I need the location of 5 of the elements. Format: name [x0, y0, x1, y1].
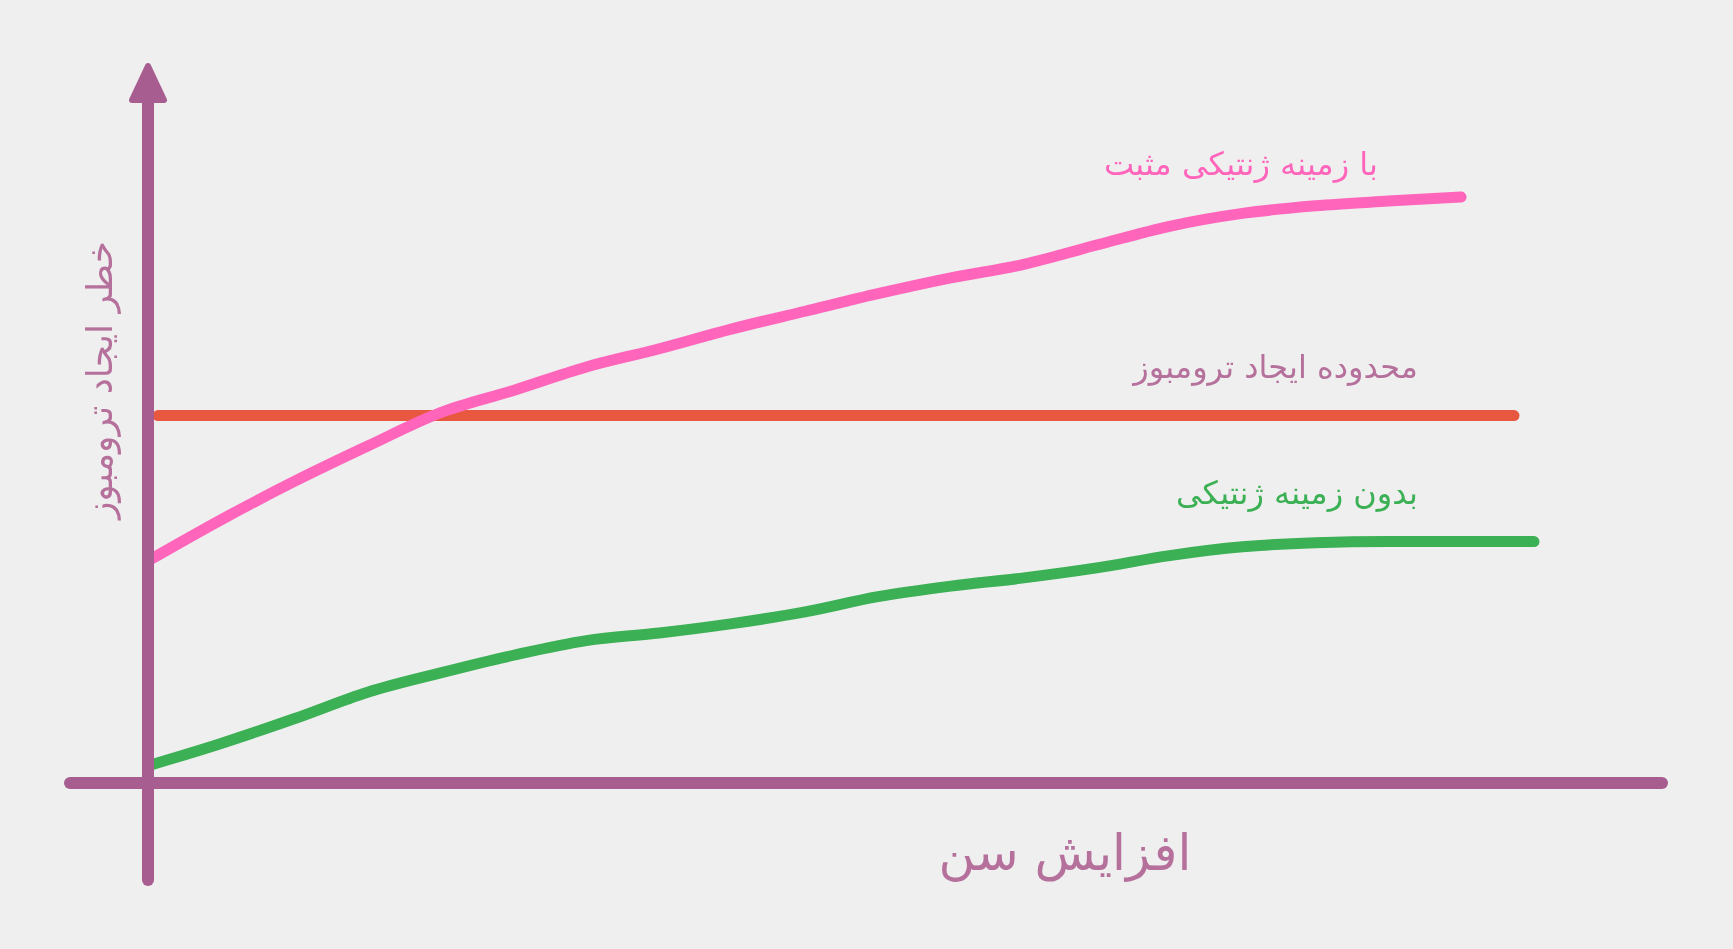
y-axis-title: خطر ایجاد ترومبوز	[79, 240, 121, 522]
series-label: با زمینه ژنتیکی مثبت	[1103, 145, 1378, 183]
series-label: بدون زمینه ژنتیکی	[1175, 473, 1418, 512]
x-axis-title: افزایش سن	[938, 824, 1192, 882]
ref-line-label: محدوده ایجاد ترومبوز	[1131, 347, 1418, 386]
